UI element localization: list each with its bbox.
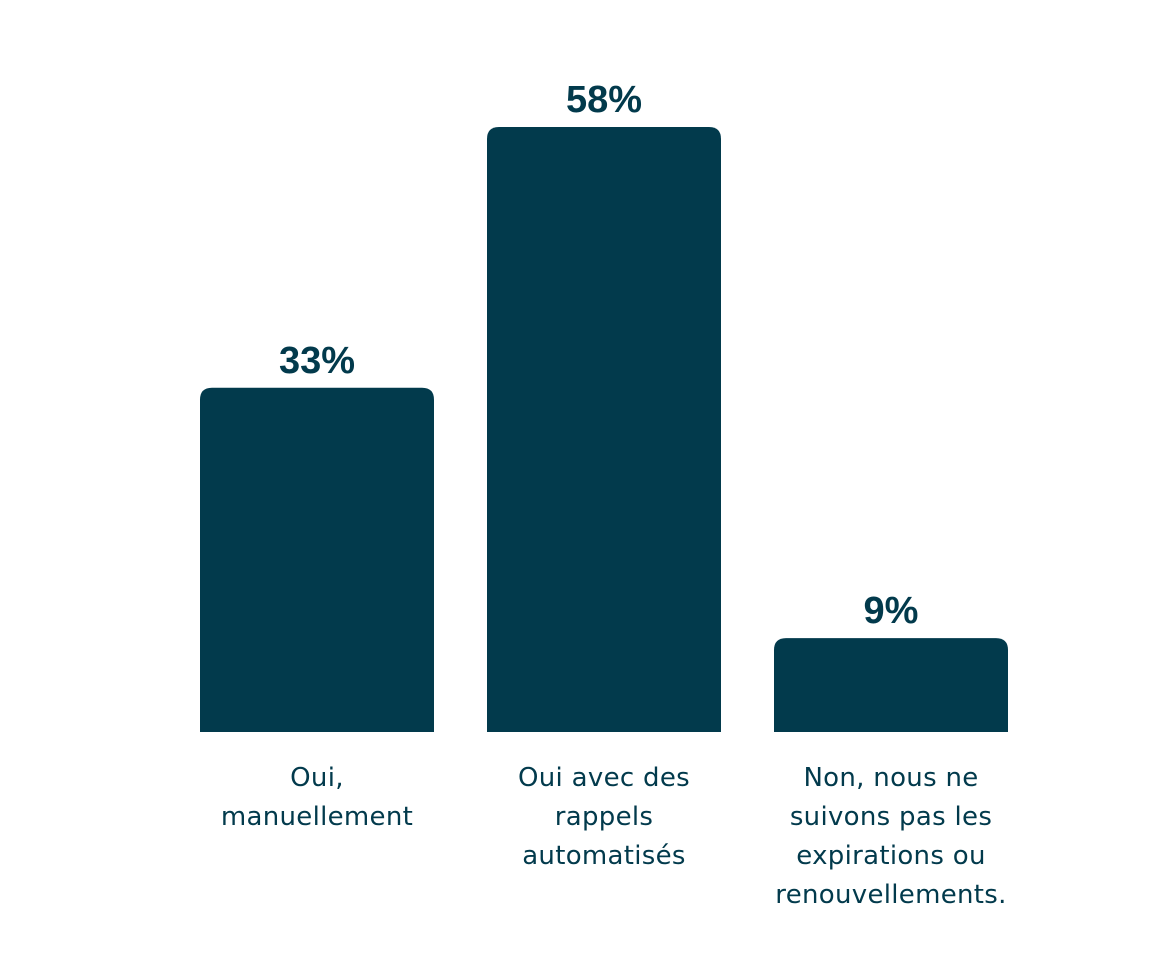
bar-value-label-3: 9% (864, 590, 919, 632)
bar-3 (774, 638, 1008, 732)
category-label-line: Non, nous ne (803, 763, 979, 793)
category-label-line: renouvellements. (775, 880, 1007, 910)
category-label-3: Non, nous ne suivons pas les expirations o… (761, 759, 1021, 915)
category-label-line: manuellement (220, 802, 414, 832)
bar-value-label-1: 33% (279, 340, 355, 382)
category-label-line: rappels (554, 802, 654, 832)
category-label-2: Oui avec des rappels automatisés (474, 759, 734, 876)
category-label-1: Oui, manuellement (187, 759, 447, 837)
category-label-line: automatisés (522, 841, 686, 871)
category-label-line: Oui avec des (518, 763, 690, 793)
category-label-line: Oui, (290, 763, 344, 793)
bar-2 (487, 127, 721, 732)
bar-value-label-2: 58% (566, 79, 642, 121)
bar-1 (200, 387, 434, 732)
category-label-line: suivons pas les (789, 802, 993, 832)
category-label-line: expirations ou (796, 841, 986, 871)
